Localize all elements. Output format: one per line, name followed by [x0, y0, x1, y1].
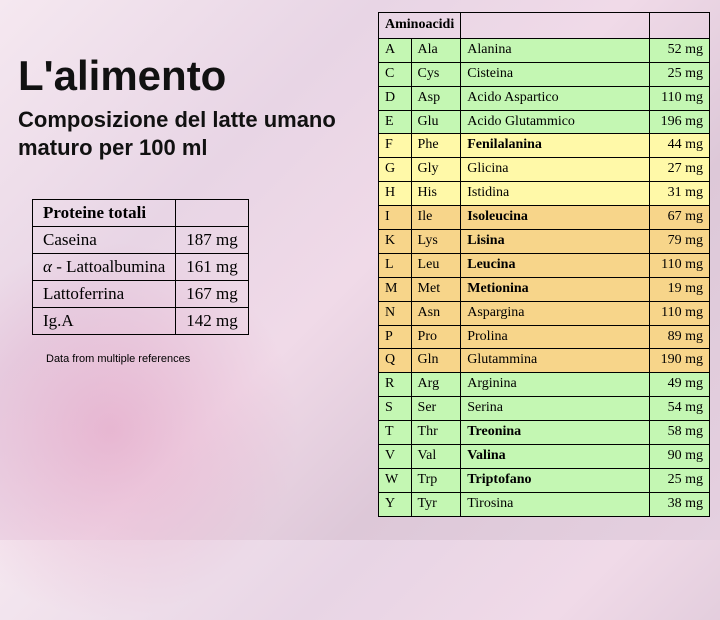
table-row: PProProlina89 mg — [379, 325, 710, 349]
amino-table: Aminoacidi AAlaAlanina52 mgCCysCisteina2… — [378, 12, 710, 517]
table-row: Lattoferrina 167 mg — [33, 281, 249, 308]
table-row: HHisIstidina31 mg — [379, 182, 710, 206]
table-row: α - Lattoalbumina 161 mg — [33, 254, 249, 281]
table-row: RArgArginina49 mg — [379, 373, 710, 397]
table-row: Ig.A 142 mg — [33, 308, 249, 335]
table-row: GGlyGlicina27 mg — [379, 158, 710, 182]
table-row: IIleIsoleucina67 mg — [379, 206, 710, 230]
table-row: AAlaAlanina52 mg — [379, 38, 710, 62]
proteins-header-empty — [176, 200, 248, 227]
table-row: KLysLisina79 mg — [379, 230, 710, 254]
table-row: YTyrTirosina38 mg — [379, 492, 710, 516]
table-row: SSerSerina54 mg — [379, 397, 710, 421]
proteins-table: Proteine totali Caseina 187 mg α - Latto… — [32, 199, 249, 335]
table-row: DAspAcido Aspartico110 mg — [379, 86, 710, 110]
table-row: TThrTreonina58 mg — [379, 421, 710, 445]
table-row: VValValina90 mg — [379, 445, 710, 469]
table-row: QGlnGlutammina190 mg — [379, 349, 710, 373]
page-title: L'alimento — [18, 52, 352, 100]
table-row: Caseina 187 mg — [33, 227, 249, 254]
table-row: LLeuLeucina110 mg — [379, 253, 710, 277]
proteins-header: Proteine totali — [33, 200, 176, 227]
table-row: NAsnAspargina110 mg — [379, 301, 710, 325]
page-subtitle: Composizione del latte umano maturo per … — [18, 106, 352, 161]
credit-text: Data from multiple references — [46, 353, 352, 365]
table-row: WTrpTriptofano25 mg — [379, 468, 710, 492]
table-row: CCysCisteina25 mg — [379, 62, 710, 86]
amino-header: Aminoacidi — [379, 13, 461, 39]
table-row: MMetMetionina19 mg — [379, 277, 710, 301]
table-row: EGluAcido Glutammico196 mg — [379, 110, 710, 134]
table-row: FPheFenilalanina44 mg — [379, 134, 710, 158]
